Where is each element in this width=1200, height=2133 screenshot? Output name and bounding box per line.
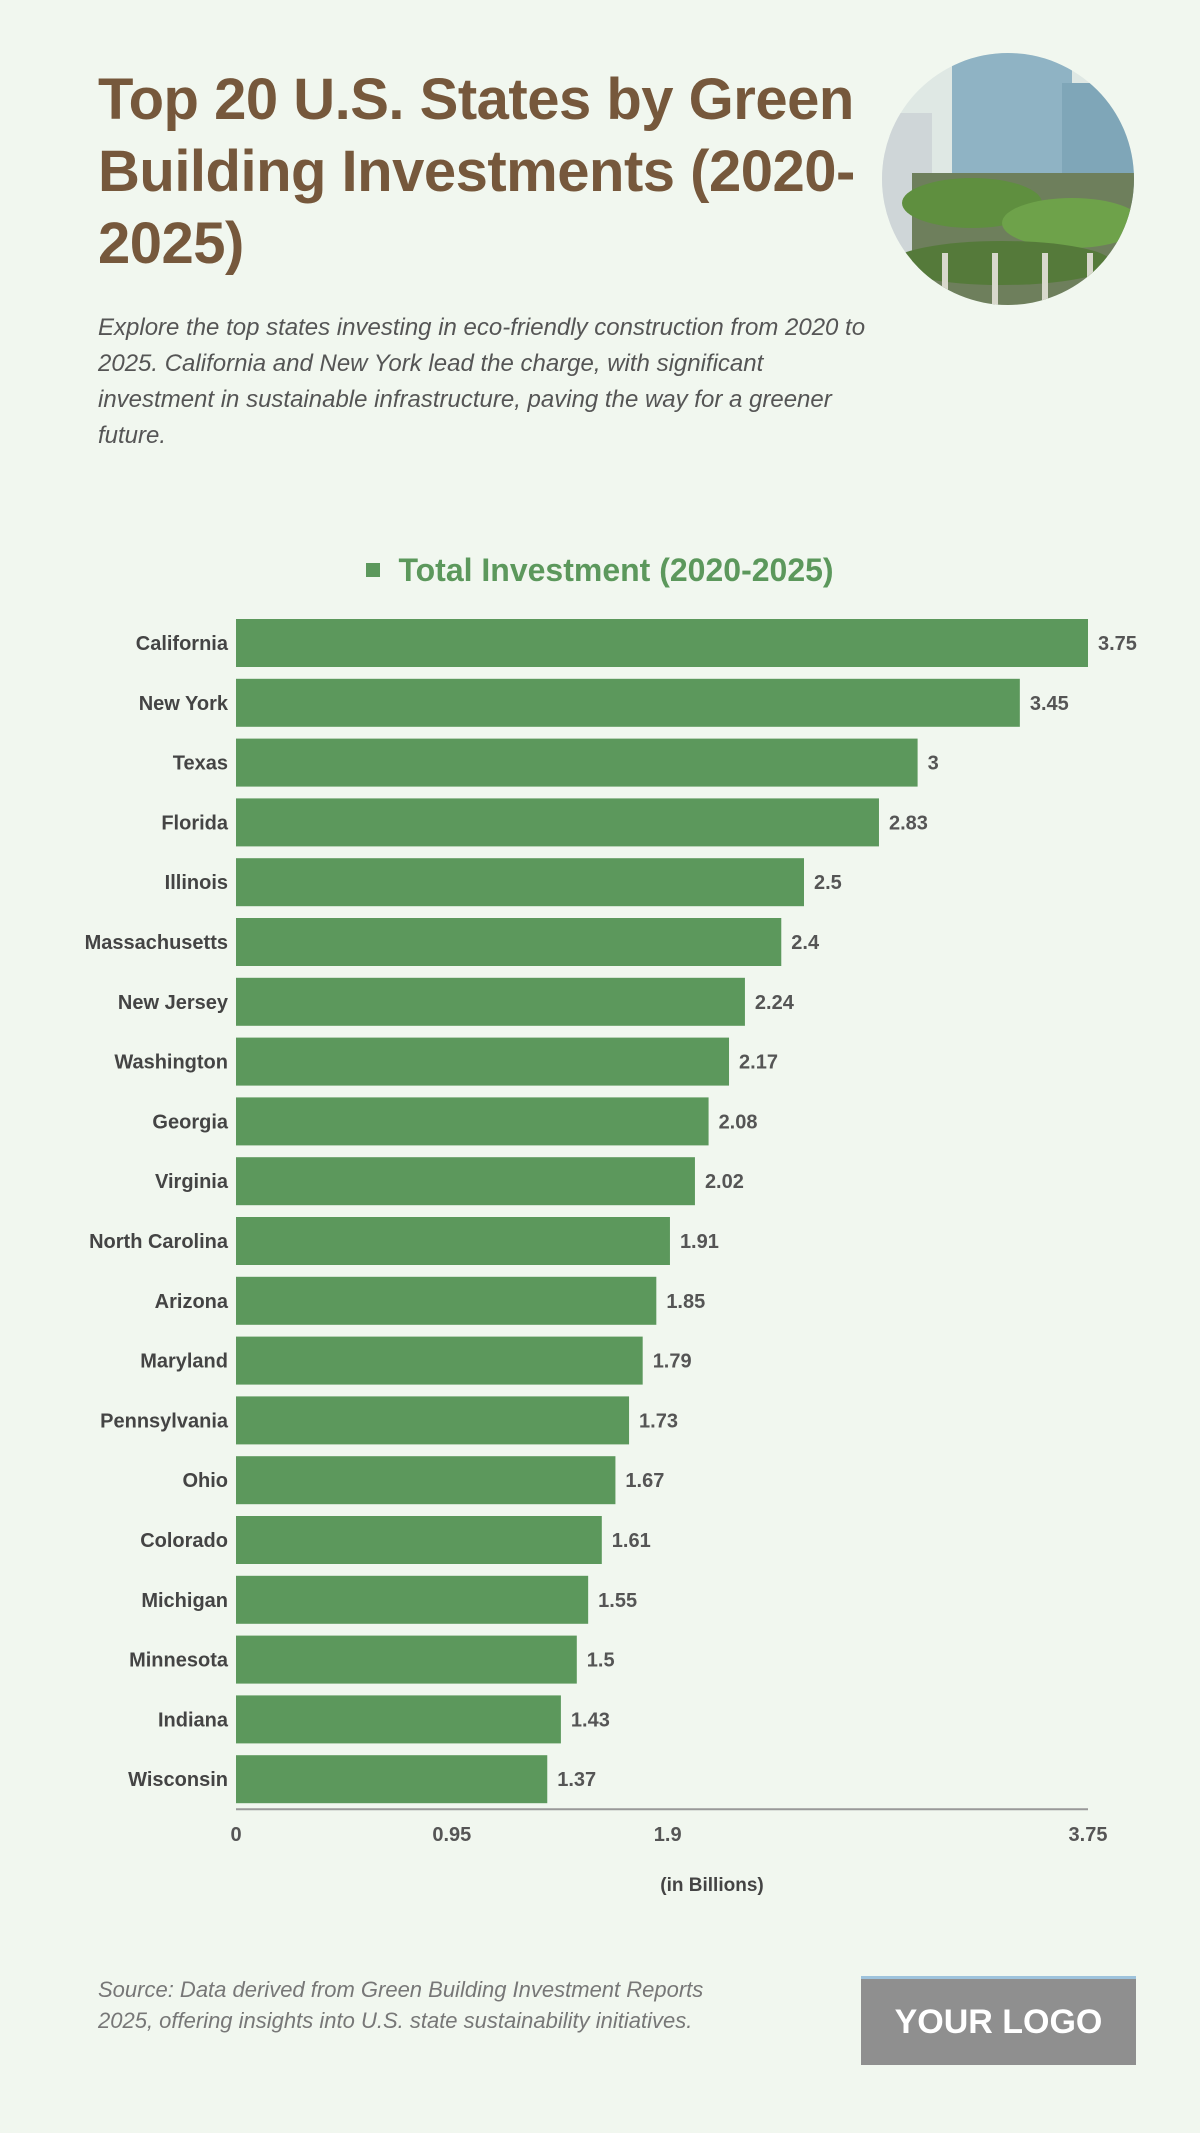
category-label: Virginia <box>155 1171 229 1193</box>
data-label: 1.85 <box>666 1291 705 1313</box>
data-label: 1.73 <box>639 1410 678 1432</box>
data-label: 2.5 <box>814 872 842 894</box>
category-label: Arizona <box>155 1291 229 1313</box>
bar <box>236 738 918 787</box>
category-label: Florida <box>161 812 229 834</box>
bar <box>236 977 745 1026</box>
x-tick-label: 0.95 <box>432 1824 471 1846</box>
data-label: 2.4 <box>791 932 820 954</box>
bar <box>236 1217 670 1265</box>
bar <box>236 1336 643 1385</box>
page-title: Top 20 U.S. States by Green Building Inv… <box>98 67 855 276</box>
bar <box>236 1635 577 1684</box>
category-label: New York <box>139 693 229 715</box>
x-tick-label: 0 <box>230 1824 241 1846</box>
page-subtitle: Explore the top states investing in eco-… <box>98 314 866 449</box>
bar <box>236 1755 548 1804</box>
bar <box>236 1695 561 1744</box>
data-label: 1.61 <box>612 1530 651 1552</box>
bar <box>236 918 782 966</box>
category-label: Indiana <box>158 1709 229 1731</box>
bar <box>236 798 879 847</box>
data-label: 3.45 <box>1030 693 1069 715</box>
bar <box>236 1037 730 1086</box>
data-label: 1.91 <box>680 1231 719 1253</box>
category-label: Wisconsin <box>128 1769 228 1791</box>
data-label: 1.79 <box>653 1351 692 1373</box>
data-label: 2.02 <box>705 1171 744 1193</box>
data-label: 3.75 <box>1098 633 1137 655</box>
data-label: 3 <box>928 753 939 775</box>
data-label: 2.24 <box>755 992 795 1014</box>
data-label: 1.67 <box>625 1470 664 1492</box>
category-label: Texas <box>173 753 228 775</box>
x-tick-label: 1.9 <box>654 1824 682 1846</box>
chart-legend: Total Investment (2020-2025) <box>0 552 1200 589</box>
data-label: 1.55 <box>598 1590 637 1612</box>
category-label: Michigan <box>141 1590 228 1612</box>
category-label: Georgia <box>152 1111 228 1133</box>
category-label: Illinois <box>165 872 228 894</box>
data-label: 2.17 <box>739 1052 778 1074</box>
green-building-photo <box>882 53 1134 305</box>
logo-placeholder: YOUR LOGO <box>861 1976 1136 2065</box>
bar <box>236 1276 657 1325</box>
bar <box>236 1157 695 1206</box>
x-axis-title: (in Billions) <box>660 1875 763 1896</box>
category-label: New Jersey <box>118 992 229 1014</box>
category-label: Colorado <box>140 1530 228 1552</box>
bar <box>236 858 804 907</box>
category-label: Washington <box>114 1052 228 1074</box>
data-label: 2.08 <box>719 1111 758 1133</box>
category-label: Massachusetts <box>85 932 228 954</box>
bar <box>236 678 1020 727</box>
bar <box>236 1516 602 1564</box>
bar-chart: California 3.75 New York 3.45 Texas 3 Florida 2… <box>85 619 1137 1896</box>
header: Top 20 U.S. States by Green Building Inv… <box>98 64 888 454</box>
category-label: Maryland <box>140 1351 228 1373</box>
category-label: Pennsylvania <box>100 1410 229 1432</box>
x-tick-label: 3.75 <box>1069 1824 1108 1846</box>
legend-label: Total Investment (2020-2025) <box>398 552 834 588</box>
bar <box>236 619 1088 667</box>
data-label: 1.37 <box>557 1769 596 1791</box>
category-label: Minnesota <box>129 1650 229 1672</box>
category-label: Ohio <box>182 1470 228 1492</box>
source-note: Source: Data derived from Green Building… <box>98 1977 704 2033</box>
bar <box>236 1396 630 1445</box>
bar <box>236 1575 589 1624</box>
category-label: North Carolina <box>89 1231 229 1253</box>
data-label: 2.83 <box>889 812 928 834</box>
category-label: California <box>136 633 229 655</box>
legend-swatch <box>366 562 381 577</box>
data-label: 1.5 <box>587 1650 615 1672</box>
bar <box>236 1456 616 1505</box>
data-label: 1.43 <box>571 1709 610 1731</box>
bar <box>236 1097 709 1146</box>
logo-text: YOUR LOGO <box>894 2002 1103 2041</box>
